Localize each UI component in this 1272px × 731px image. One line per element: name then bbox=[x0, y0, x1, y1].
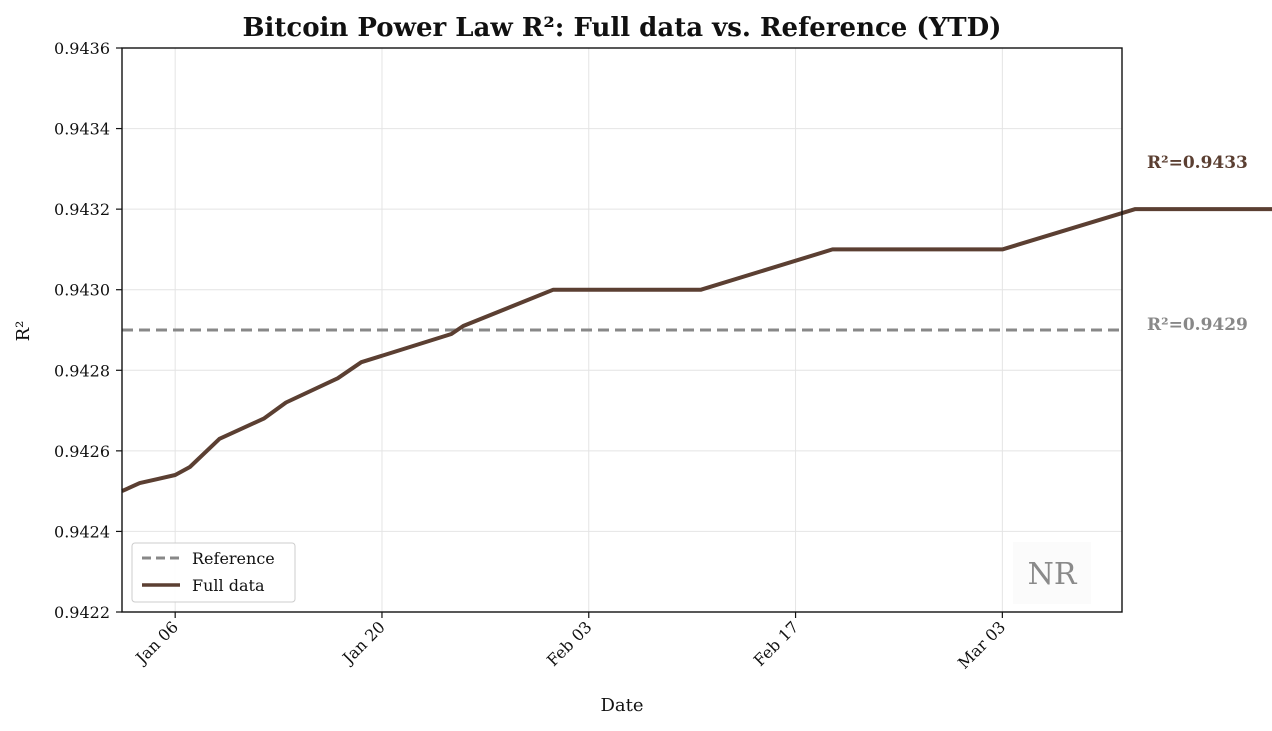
x-tick-label: Mar 03 bbox=[954, 617, 1009, 672]
legend-reference-label: Reference bbox=[192, 549, 275, 568]
full-data-end-label: R²=0.9433 bbox=[1147, 153, 1248, 173]
x-tick-label: Feb 03 bbox=[543, 617, 596, 670]
x-axis-label: Date bbox=[600, 695, 643, 716]
legend-full-data-label: Full data bbox=[192, 576, 265, 595]
watermark-logo: NR bbox=[1028, 557, 1078, 592]
y-axis-label: R² bbox=[13, 321, 34, 342]
y-tick-label: 0.9432 bbox=[54, 200, 110, 219]
y-tick-label: 0.9436 bbox=[54, 39, 110, 58]
y-tick-label: 0.9434 bbox=[54, 120, 110, 139]
y-tick-label: 0.9428 bbox=[54, 361, 110, 380]
watermark-box bbox=[1013, 542, 1091, 604]
x-tick-label: Jan 06 bbox=[131, 617, 182, 668]
y-tick-label: 0.9424 bbox=[54, 522, 110, 541]
chart-title: Bitcoin Power Law R²: Full data vs. Refe… bbox=[243, 13, 1002, 43]
x-tick-label: Jan 20 bbox=[337, 617, 388, 668]
full-data-line bbox=[121, 207, 1272, 493]
y-axis: 0.9422 0.9424 0.9426 0.9428 0.9430 0.9432 0.94… bbox=[54, 39, 122, 622]
series-lines bbox=[121, 207, 1272, 493]
y-tick-label: 0.9422 bbox=[54, 603, 110, 622]
y-tick-label: 0.9426 bbox=[54, 442, 110, 461]
y-tick-label: 0.9430 bbox=[54, 281, 110, 300]
reference-end-label: R²=0.9429 bbox=[1147, 315, 1248, 335]
plot-frame bbox=[121, 47, 1123, 613]
x-tick-label: Feb 17 bbox=[750, 617, 803, 670]
legend: Reference Full data bbox=[131, 542, 296, 603]
x-axis: Jan 06 Jan 20 Feb 03 Feb 17 Mar 03 bbox=[131, 612, 1009, 673]
